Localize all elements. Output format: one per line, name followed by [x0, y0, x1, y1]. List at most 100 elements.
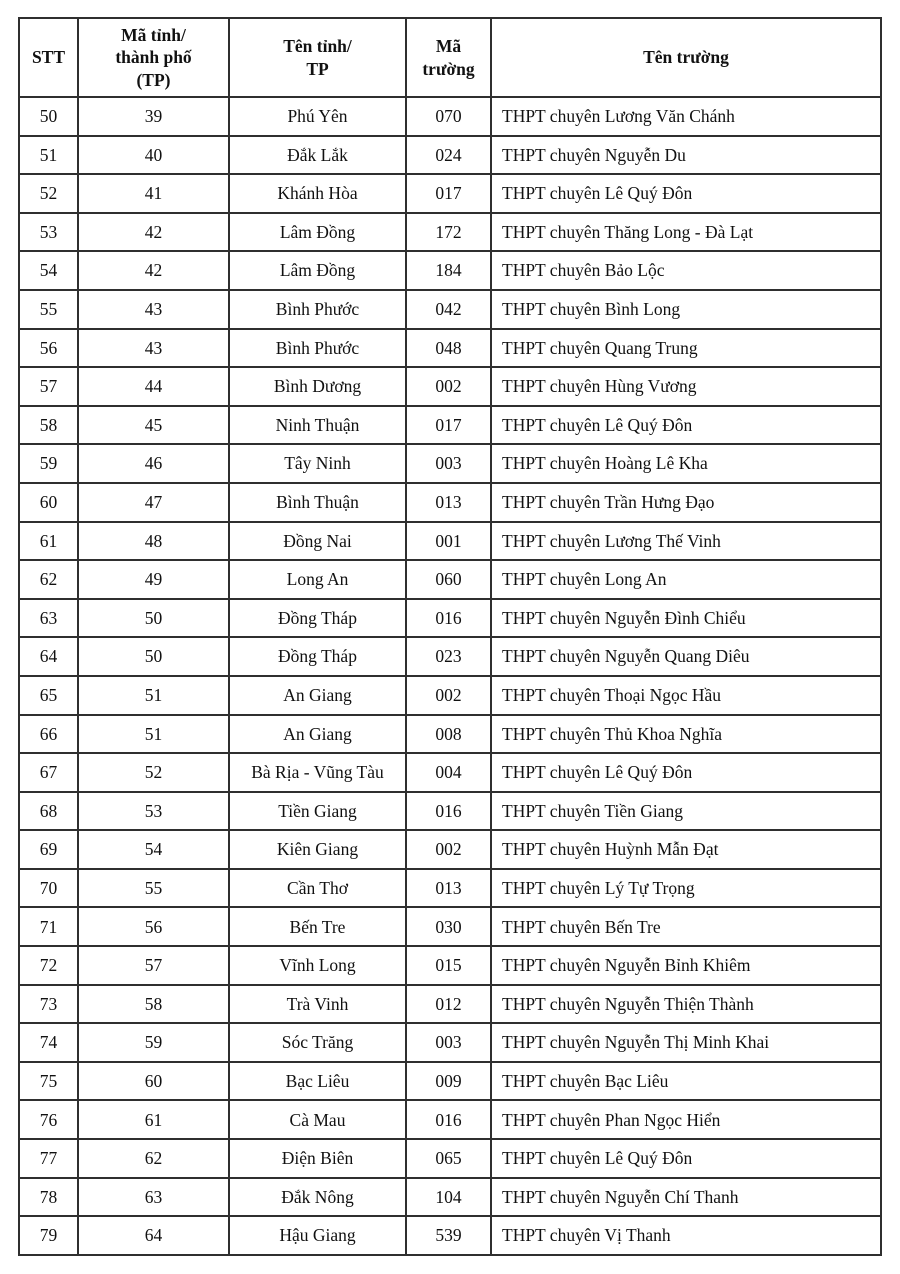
cell-school-name: THPT chuyên Thăng Long - Đà Lạt [490, 211, 882, 253]
cell-school-name: THPT chuyên Nguyễn Thiện Thành [490, 983, 882, 1025]
cell-stt: 63 [18, 597, 79, 639]
cell-province-code: 39 [77, 96, 230, 137]
table-row: 67 52 Bà Rịa - Vũng Tàu 004 THPT chuyên … [18, 752, 882, 793]
cell-province-code: 57 [77, 945, 230, 986]
cell-province-name: Bà Rịa - Vũng Tàu [228, 752, 407, 793]
cell-province-code: 42 [77, 211, 230, 253]
cell-stt: 76 [18, 1099, 79, 1141]
cell-school-code: 016 [405, 1099, 492, 1141]
cell-province-name: Bình Phước [228, 288, 407, 330]
table-row: 63 50 Đồng Tháp 016 THPT chuyên Nguyễn Đ… [18, 597, 882, 639]
cell-province-code: 41 [77, 173, 230, 214]
cell-school-name: THPT chuyên Bảo Lộc [490, 250, 882, 291]
cell-school-code: 004 [405, 752, 492, 793]
cell-school-code: 060 [405, 559, 492, 600]
cell-stt: 75 [18, 1060, 79, 1102]
cell-stt: 53 [18, 211, 79, 253]
cell-school-code: 015 [405, 945, 492, 986]
cell-school-name: THPT chuyên Lê Quý Đôn [490, 404, 882, 446]
cell-school-name: THPT chuyên Hoàng Lê Kha [490, 443, 882, 484]
table-row: 60 47 Bình Thuận 013 THPT chuyên Trần Hư… [18, 481, 882, 523]
cell-school-code: 003 [405, 443, 492, 484]
cell-stt: 59 [18, 443, 79, 484]
cell-school-name: THPT chuyên Long An [490, 559, 882, 600]
cell-school-code: 539 [405, 1215, 492, 1256]
table-row: 64 50 Đồng Tháp 023 THPT chuyên Nguyễn Q… [18, 636, 882, 677]
cell-province-code: 46 [77, 443, 230, 484]
cell-province-name: Trà Vinh [228, 983, 407, 1025]
header-row: STT Mã tỉnh/ thành phố (TP) Tên tỉnh/ TP… [18, 17, 882, 98]
table-row: 70 55 Cần Thơ 013 THPT chuyên Lý Tự Trọn… [18, 867, 882, 909]
cell-school-code: 003 [405, 1022, 492, 1063]
cell-stt: 74 [18, 1022, 79, 1063]
cell-province-name: Long An [228, 559, 407, 600]
cell-school-name: THPT chuyên Thủ Khoa Nghĩa [490, 713, 882, 755]
table-header: STT Mã tỉnh/ thành phố (TP) Tên tỉnh/ TP… [18, 17, 882, 98]
cell-stt: 72 [18, 945, 79, 986]
table-row: 62 49 Long An 060 THPT chuyên Long An [18, 559, 882, 600]
cell-province-name: Đắk Nông [228, 1176, 407, 1218]
cell-school-name: THPT chuyên Lý Tự Trọng [490, 867, 882, 909]
cell-stt: 55 [18, 288, 79, 330]
table-row: 78 63 Đắk Nông 104 THPT chuyên Nguyễn Ch… [18, 1176, 882, 1218]
cell-school-name: THPT chuyên Tiền Giang [490, 790, 882, 832]
table-row: 75 60 Bạc Liêu 009 THPT chuyên Bạc Liêu [18, 1060, 882, 1102]
table-row: 74 59 Sóc Trăng 003 THPT chuyên Nguyễn T… [18, 1022, 882, 1063]
cell-province-name: Kiên Giang [228, 829, 407, 870]
cell-school-name: THPT chuyên Bến Tre [490, 906, 882, 948]
cell-province-code: 53 [77, 790, 230, 832]
cell-province-code: 62 [77, 1138, 230, 1179]
cell-school-name: THPT chuyên Quang Trung [490, 327, 882, 369]
cell-school-code: 065 [405, 1138, 492, 1179]
cell-province-code: 63 [77, 1176, 230, 1218]
cell-school-name: THPT chuyên Lương Văn Chánh [490, 96, 882, 137]
cell-school-code: 002 [405, 829, 492, 870]
header-school-code: Mã trường [405, 17, 492, 98]
cell-school-code: 013 [405, 867, 492, 909]
cell-province-code: 45 [77, 404, 230, 446]
cell-province-code: 60 [77, 1060, 230, 1102]
cell-school-name: THPT chuyên Bạc Liêu [490, 1060, 882, 1102]
cell-province-name: Bạc Liêu [228, 1060, 407, 1102]
cell-stt: 50 [18, 96, 79, 137]
cell-stt: 62 [18, 559, 79, 600]
cell-province-name: Ninh Thuận [228, 404, 407, 446]
cell-province-name: Cà Mau [228, 1099, 407, 1141]
cell-stt: 57 [18, 366, 79, 407]
cell-stt: 66 [18, 713, 79, 755]
cell-stt: 79 [18, 1215, 79, 1256]
cell-stt: 58 [18, 404, 79, 446]
cell-stt: 61 [18, 520, 79, 562]
table-row: 59 46 Tây Ninh 003 THPT chuyên Hoàng Lê … [18, 443, 882, 484]
cell-school-name: THPT chuyên Nguyễn Du [490, 134, 882, 176]
cell-province-name: Đồng Tháp [228, 597, 407, 639]
header-school-name: Tên trường [490, 17, 882, 98]
cell-province-name: Tiền Giang [228, 790, 407, 832]
cell-province-code: 50 [77, 636, 230, 677]
cell-province-code: 61 [77, 1099, 230, 1141]
cell-school-code: 002 [405, 366, 492, 407]
cell-school-name: THPT chuyên Nguyễn Thị Minh Khai [490, 1022, 882, 1063]
cell-stt: 60 [18, 481, 79, 523]
school-list-table: STT Mã tỉnh/ thành phố (TP) Tên tỉnh/ TP… [18, 17, 882, 1256]
cell-school-code: 001 [405, 520, 492, 562]
table-row: 54 42 Lâm Đồng 184 THPT chuyên Bảo Lộc [18, 250, 882, 291]
cell-school-code: 184 [405, 250, 492, 291]
cell-school-code: 016 [405, 597, 492, 639]
cell-province-code: 43 [77, 288, 230, 330]
cell-school-name: THPT chuyên Nguyễn Quang Diêu [490, 636, 882, 677]
cell-school-code: 016 [405, 790, 492, 832]
cell-school-name: THPT chuyên Lương Thế Vinh [490, 520, 882, 562]
cell-province-code: 55 [77, 867, 230, 909]
cell-school-code: 172 [405, 211, 492, 253]
table-row: 58 45 Ninh Thuận 017 THPT chuyên Lê Quý … [18, 404, 882, 446]
cell-province-code: 42 [77, 250, 230, 291]
cell-school-code: 030 [405, 906, 492, 948]
cell-school-code: 048 [405, 327, 492, 369]
table-row: 61 48 Đồng Nai 001 THPT chuyên Lương Thế… [18, 520, 882, 562]
cell-school-code: 002 [405, 674, 492, 716]
table-row: 53 42 Lâm Đồng 172 THPT chuyên Thăng Lon… [18, 211, 882, 253]
cell-school-name: THPT chuyên Bình Long [490, 288, 882, 330]
table-row: 71 56 Bến Tre 030 THPT chuyên Bến Tre [18, 906, 882, 948]
cell-stt: 77 [18, 1138, 79, 1179]
